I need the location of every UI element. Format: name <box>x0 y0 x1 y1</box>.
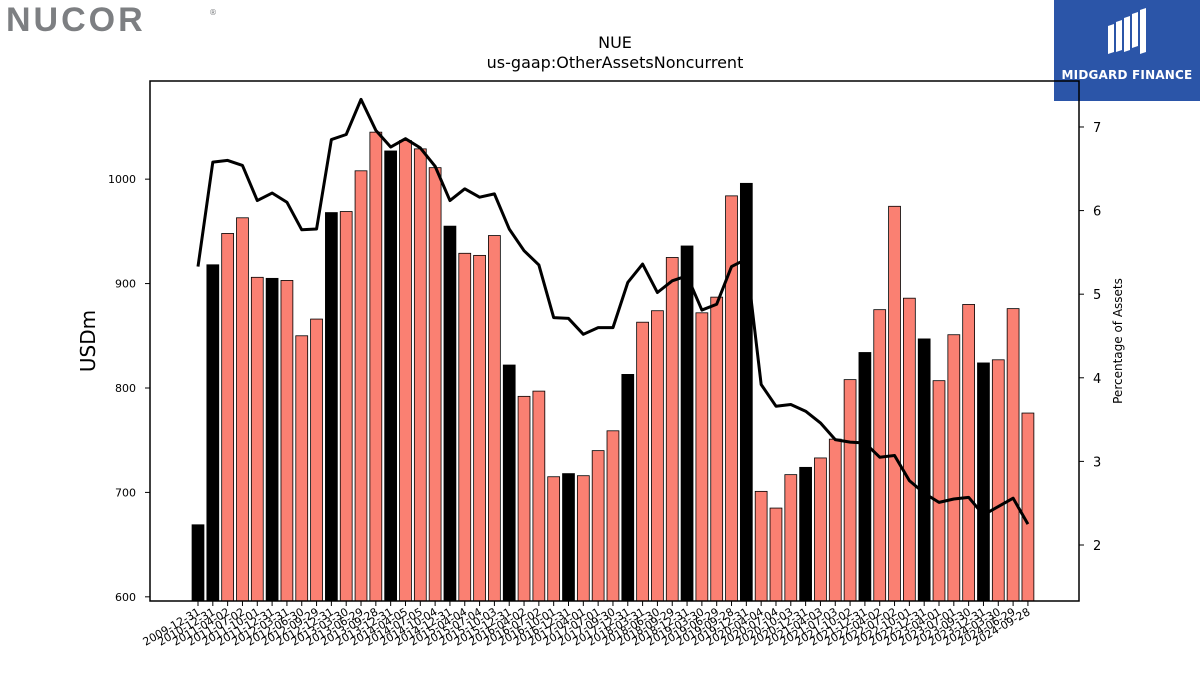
y2-tick-label: 7 <box>1093 121 1101 136</box>
bar <box>517 395 531 602</box>
bar <box>339 211 353 602</box>
bar <box>443 225 457 602</box>
y-tick-label: 600 <box>115 591 136 604</box>
bar <box>621 374 635 602</box>
bar <box>769 507 783 602</box>
bar <box>280 280 294 602</box>
y-tick-label: 1000 <box>108 173 136 186</box>
bar <box>458 252 472 602</box>
bar <box>562 473 575 602</box>
bar <box>576 475 590 602</box>
y-axis-left: 600 700 800 900 1000 <box>108 173 150 604</box>
bar <box>651 310 664 602</box>
bar <box>739 182 753 602</box>
bar <box>384 150 398 602</box>
bar <box>636 321 649 602</box>
y-axis-right: 2 3 4 5 6 7 <box>1079 121 1101 554</box>
bar <box>547 476 561 602</box>
bar <box>325 212 338 602</box>
bar <box>828 438 842 602</box>
plot-frame <box>149 80 1080 602</box>
bar <box>725 195 738 602</box>
bar <box>977 362 990 602</box>
bar <box>947 334 961 602</box>
brand-name: MIDGARD FINANCE <box>1061 68 1193 82</box>
nucor-logo: NUCOR ® <box>6 1 221 40</box>
bar <box>191 524 205 602</box>
bar <box>710 296 724 602</box>
bar <box>369 131 383 602</box>
bar <box>1006 308 1020 602</box>
bar <box>413 148 427 602</box>
bar <box>606 430 620 602</box>
bar <box>265 277 279 602</box>
bar <box>680 245 694 602</box>
bar <box>532 390 546 602</box>
y-tick-label: 700 <box>115 486 136 499</box>
bar <box>784 474 798 602</box>
bar <box>932 380 946 602</box>
y2-axis-label: Percentage of Assets <box>1111 278 1125 404</box>
bar <box>591 450 605 602</box>
bar <box>502 364 516 602</box>
bar <box>754 490 768 602</box>
bar <box>843 379 857 602</box>
bar <box>665 257 679 602</box>
bar <box>917 338 931 602</box>
bar <box>295 335 309 602</box>
bar <box>310 318 323 602</box>
bar <box>888 205 901 602</box>
y2-tick-label: 3 <box>1093 455 1101 470</box>
bar <box>903 297 916 602</box>
percentage-line <box>196 97 1030 525</box>
bar <box>488 235 501 602</box>
bar <box>354 170 368 602</box>
bar <box>250 276 264 602</box>
midgard-m-icon <box>1108 8 1146 54</box>
bar <box>962 304 975 602</box>
registered-mark-icon: ® <box>209 8 217 17</box>
bar <box>428 167 442 602</box>
y-tick-label: 800 <box>115 382 136 395</box>
y2-tick-label: 4 <box>1093 372 1101 387</box>
y-tick-label: 900 <box>115 278 136 291</box>
y2-tick-label: 6 <box>1093 205 1101 220</box>
bar <box>206 264 220 602</box>
nucor-wordmark: NUCOR <box>6 2 146 36</box>
bar <box>399 140 412 602</box>
bar <box>221 233 234 602</box>
bar <box>236 217 249 602</box>
bar <box>799 466 812 602</box>
bar <box>695 312 709 602</box>
y2-tick-label: 5 <box>1093 288 1101 303</box>
chart-subtitle: us-gaap:OtherAssetsNoncurrent <box>487 53 744 72</box>
bar-series <box>191 131 1035 602</box>
y-axis-label: USDm <box>76 310 100 372</box>
x-axis: 2009-12-312010-12-312011-04-022011-07-02… <box>141 601 1032 649</box>
bar <box>473 254 486 602</box>
chart-title: NUE <box>598 33 632 52</box>
bar <box>1021 412 1035 602</box>
bar <box>858 352 872 602</box>
bar <box>991 359 1005 602</box>
y2-tick-label: 2 <box>1093 539 1101 554</box>
bar <box>814 457 827 602</box>
nucor-logo-mark: NUCOR ® <box>6 1 217 39</box>
